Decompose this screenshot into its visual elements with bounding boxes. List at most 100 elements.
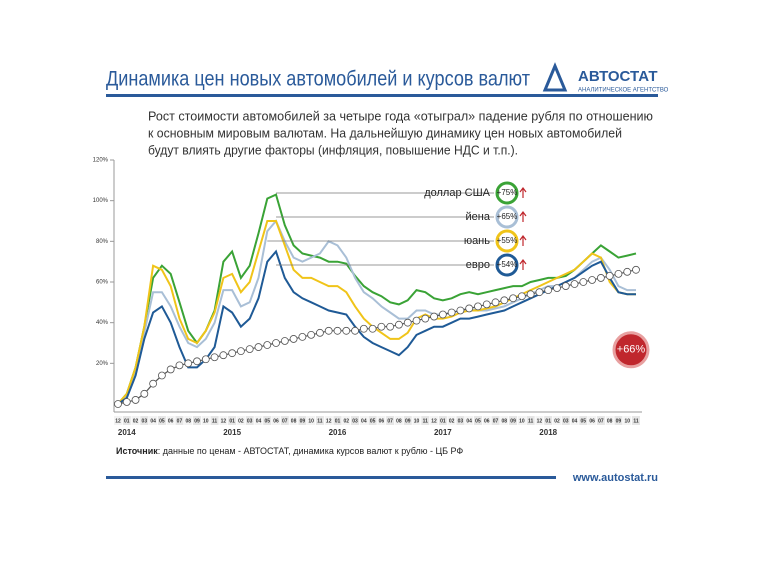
x-tick-label: 10 xyxy=(414,418,420,424)
x-tick-label: 01 xyxy=(335,418,341,424)
month-band xyxy=(228,416,237,425)
x-tick-label: 10 xyxy=(624,418,630,424)
price-point xyxy=(351,326,359,335)
month-band xyxy=(263,416,272,425)
legend-change: +55% xyxy=(497,236,518,245)
legend-arrow xyxy=(519,259,527,270)
month-band xyxy=(315,416,324,425)
month-band xyxy=(149,416,158,425)
month-band xyxy=(473,416,482,425)
month-band xyxy=(114,416,122,425)
x-tick-label: 05 xyxy=(370,418,376,424)
month-band xyxy=(298,416,307,425)
x-tick-label: 05 xyxy=(264,418,270,424)
month-band xyxy=(272,416,281,425)
source: Источник: данные по ценам - АВТОСТАТ, ди… xyxy=(116,446,463,456)
legend-ring xyxy=(495,253,519,277)
legend-name: йена xyxy=(466,211,491,223)
x-tick-label: 03 xyxy=(563,418,569,424)
price-point xyxy=(201,355,210,364)
month-band xyxy=(377,416,386,425)
month-band xyxy=(201,416,210,425)
url[interactable]: www.autostat.ru xyxy=(572,472,658,484)
month-band xyxy=(447,416,456,425)
x-tick-label: 04 xyxy=(256,418,262,424)
y-tick-label: 120% xyxy=(93,158,109,164)
month-band xyxy=(394,416,403,425)
legend-ring xyxy=(495,229,519,253)
price-point xyxy=(175,361,184,370)
price-point xyxy=(280,337,289,345)
month-band xyxy=(579,416,588,425)
month-band xyxy=(430,416,439,425)
price-point xyxy=(509,294,517,303)
legend-name: доллар США xyxy=(424,187,490,199)
x-tick-label: 06 xyxy=(379,418,385,424)
price-point xyxy=(588,276,597,284)
month-band xyxy=(184,416,193,425)
price-point xyxy=(623,267,632,276)
source-label: Источник xyxy=(116,446,158,456)
x-tick-label: 02 xyxy=(133,418,139,424)
x-tick-label: 07 xyxy=(282,418,288,424)
month-band xyxy=(386,416,395,425)
price-point xyxy=(377,322,386,331)
x-tick-label: 09 xyxy=(616,418,622,424)
price-point xyxy=(342,326,351,335)
x-tick-label: 11 xyxy=(528,418,534,424)
year-label: 2014 xyxy=(118,428,136,437)
legend-change: +65% xyxy=(497,212,518,221)
y-tick-label: 100% xyxy=(93,198,109,204)
x-tick-label: 08 xyxy=(502,418,508,424)
series-line xyxy=(117,193,637,405)
price-point xyxy=(561,282,570,290)
price-point xyxy=(114,400,122,408)
month-band xyxy=(351,416,360,425)
legend-name: юань xyxy=(464,235,490,247)
price-point xyxy=(421,314,430,323)
x-tick-label: 01 xyxy=(440,418,446,424)
month-band xyxy=(280,416,289,425)
x-tick-label: 07 xyxy=(493,418,499,424)
month-band xyxy=(561,416,570,425)
month-band xyxy=(412,416,421,425)
x-tick-label: 02 xyxy=(238,418,244,424)
year-label: 2015 xyxy=(223,428,241,437)
x-tick-label: 07 xyxy=(598,418,604,424)
x-tick-label: 12 xyxy=(431,418,437,424)
price-point xyxy=(316,328,324,337)
price-point xyxy=(166,365,175,374)
month-band xyxy=(623,416,632,425)
x-tick-label: 09 xyxy=(300,418,306,424)
logo-text: АВТОСТАТ xyxy=(578,68,657,85)
month-band xyxy=(307,416,316,425)
month-band xyxy=(122,416,131,425)
price-point xyxy=(474,302,482,311)
price-point xyxy=(272,339,280,347)
title: Динамика цен новых автомобилей и курсов … xyxy=(106,68,530,91)
x-tick-label: 08 xyxy=(291,418,297,424)
legend-ring xyxy=(495,205,519,229)
price-point xyxy=(210,353,219,362)
subtitle-line: Рост стоимости автомобилей за четыре год… xyxy=(148,108,653,123)
month-band xyxy=(131,416,140,425)
x-tick-label: 01 xyxy=(545,418,551,424)
price-point xyxy=(447,308,456,317)
x-tick-label: 02 xyxy=(343,418,349,424)
price-point xyxy=(403,318,412,327)
x-tick-label: 06 xyxy=(168,418,174,424)
x-tick-label: 04 xyxy=(150,418,156,424)
logo-icon xyxy=(542,62,568,92)
price-point xyxy=(157,371,166,380)
month-band xyxy=(535,416,544,425)
total-badge xyxy=(612,331,650,369)
price-point xyxy=(140,389,149,398)
price-point xyxy=(298,332,307,341)
legend-arrow xyxy=(519,187,527,198)
legend-ring xyxy=(495,181,519,205)
series-line xyxy=(117,219,636,405)
x-tick-label: 03 xyxy=(458,418,464,424)
x-tick-label: 08 xyxy=(396,418,402,424)
subtitle-line: к основным мировым валютам. На дальнейшу… xyxy=(148,125,622,140)
